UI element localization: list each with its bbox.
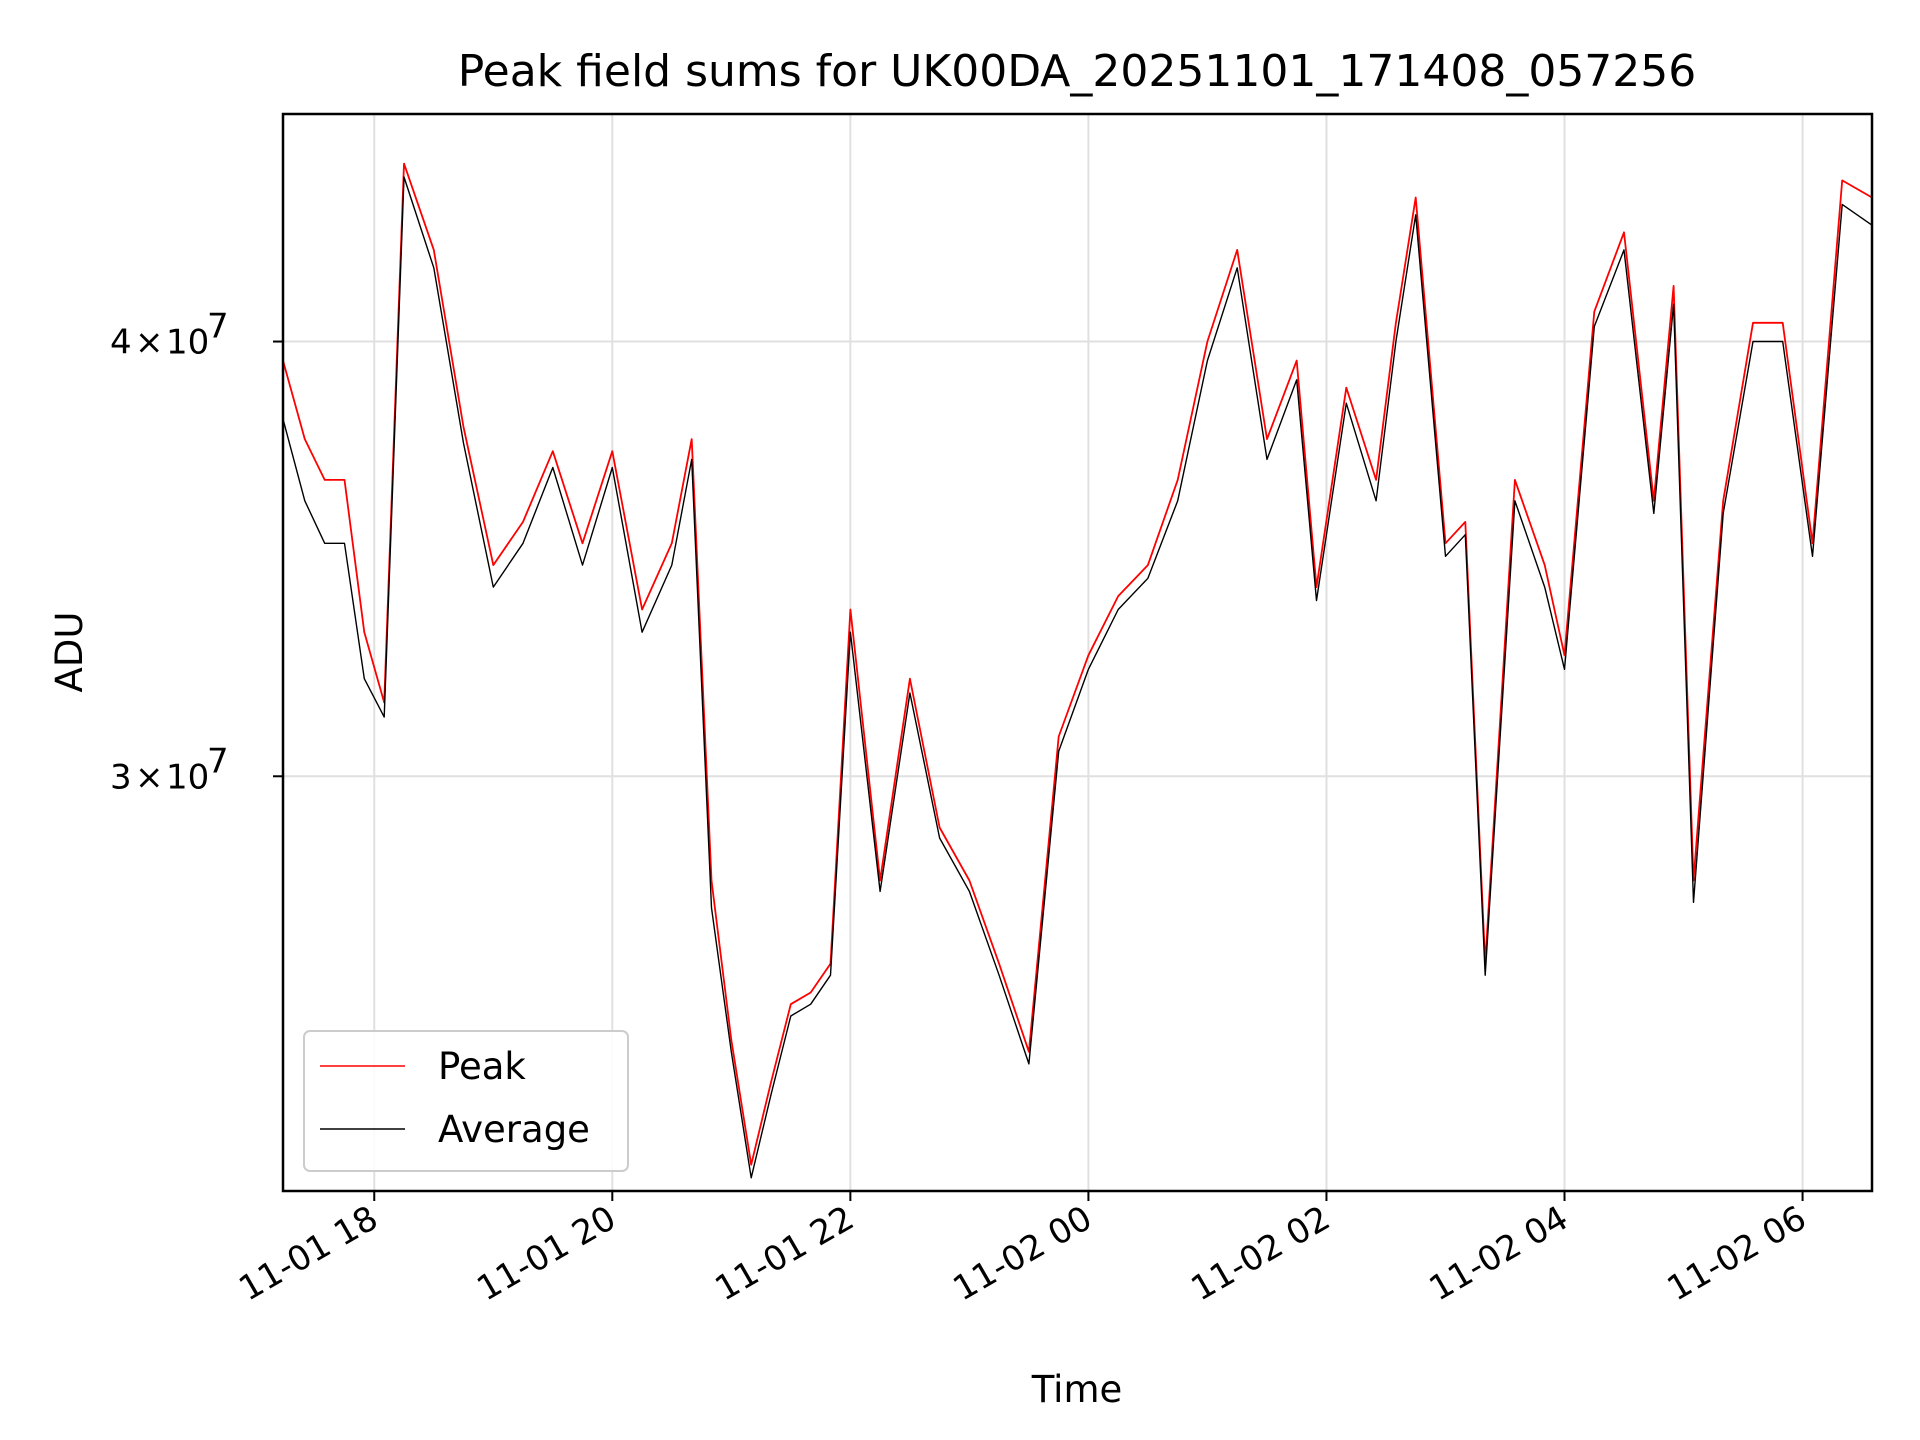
y-tick-mantissa: 4 — [110, 323, 132, 363]
x-tick-label: 11-01 18 — [232, 1198, 384, 1309]
y-tick-times: × — [135, 323, 164, 363]
series-peak-line — [282, 162, 1873, 1166]
y-tick-mantissa: 3 — [110, 757, 132, 797]
series-layer — [282, 162, 1873, 1179]
x-tick-label: 11-02 00 — [947, 1198, 1099, 1309]
legend: Peak Average — [303, 1030, 629, 1172]
y-tick-label: 3 × 107 — [110, 741, 229, 797]
chart-title: Peak field sums for UK00DA_20251101_1714… — [458, 46, 1697, 97]
x-tick-label: 11-02 02 — [1185, 1198, 1337, 1309]
y-tick-exponent: 7 — [207, 741, 229, 781]
y-tick-label: 4 × 107 — [110, 307, 229, 363]
legend-label-average: Average — [438, 1108, 590, 1151]
y-tick-base: 10 — [166, 323, 209, 363]
x-ticks: 11-01 18 11-01 20 11-01 22 11-02 00 11-02 02… — [232, 1191, 1813, 1309]
x-tick-label: 11-01 22 — [708, 1198, 860, 1309]
grid — [283, 114, 1872, 1191]
y-tick-base: 10 — [166, 757, 209, 797]
y-tick-exponent: 7 — [207, 307, 229, 347]
x-tick-label: 11-01 20 — [470, 1198, 622, 1309]
y-axis-label: ADU — [48, 612, 91, 693]
y-tick-times: × — [135, 757, 164, 797]
plot-frame — [281, 112, 1874, 1193]
x-axis-label: Time — [1031, 1368, 1123, 1411]
x-tick-label: 11-02 04 — [1423, 1198, 1575, 1309]
x-tick-label: 11-02 06 — [1661, 1198, 1813, 1309]
series-average-line — [282, 176, 1873, 1179]
legend-label-peak: Peak — [438, 1045, 526, 1088]
